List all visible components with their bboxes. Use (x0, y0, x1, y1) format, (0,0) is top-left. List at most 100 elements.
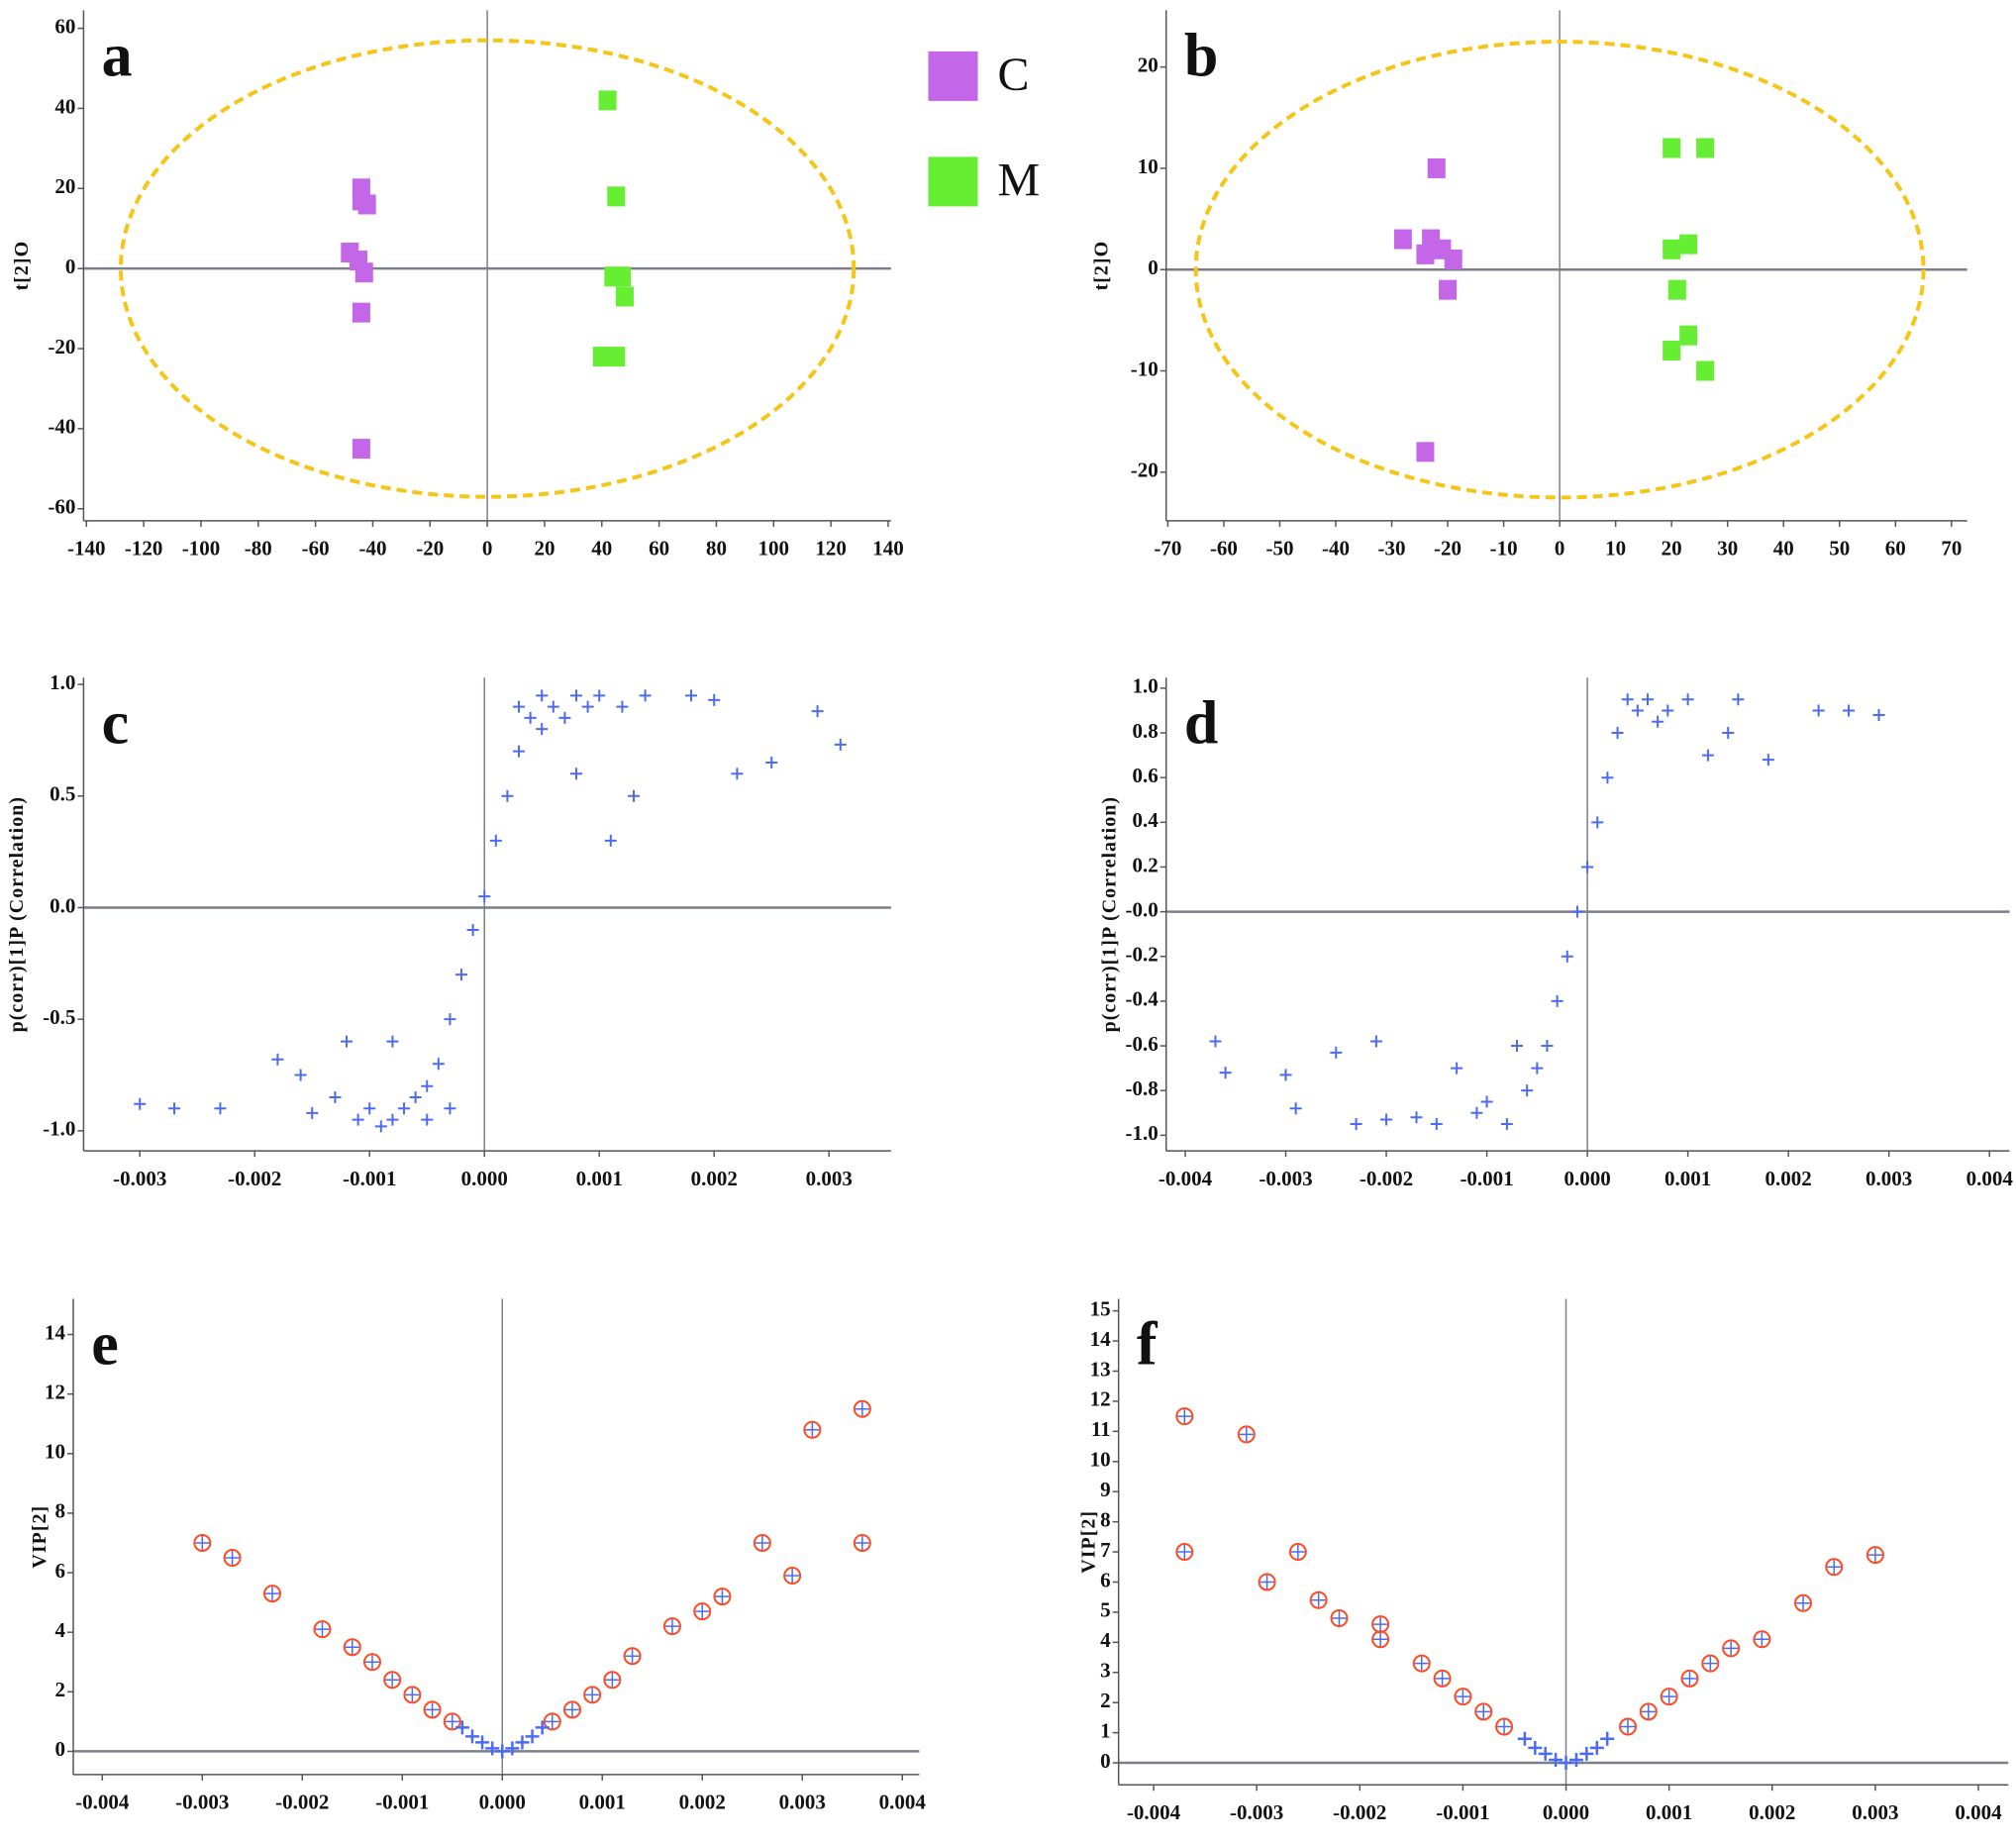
point-cross (664, 1619, 679, 1634)
point (1561, 950, 1573, 963)
point (713, 1588, 732, 1606)
y-tick-label: -0.4 (1125, 987, 1159, 1011)
y-tick-label: 0.4 (1132, 808, 1159, 832)
x-tick-label: -0.001 (1460, 1167, 1513, 1190)
point (558, 711, 571, 724)
point (1589, 1740, 1604, 1755)
point (505, 1741, 520, 1756)
x-tick-label: 0.003 (806, 1167, 853, 1190)
point (1410, 1111, 1423, 1124)
y-tick-label: 8 (55, 1499, 66, 1523)
point (1865, 1546, 1884, 1565)
panel-letter: c (102, 689, 130, 757)
point (1219, 1067, 1232, 1079)
point (1601, 771, 1614, 784)
point (421, 1113, 434, 1126)
y-tick-label: -1.0 (1125, 1121, 1158, 1145)
x-tick-label: 0.003 (1852, 1800, 1898, 1824)
point (1722, 727, 1735, 740)
y-tick-label: -0.6 (1125, 1032, 1158, 1056)
confidence-ellipse (1193, 40, 1926, 500)
point (193, 1533, 212, 1552)
point (1430, 1118, 1443, 1131)
point (1663, 239, 1681, 259)
y-tick-label: 4 (1100, 1628, 1111, 1652)
y-tick-label: 1 (1100, 1718, 1111, 1742)
point (386, 1113, 399, 1126)
point-cross (1311, 1592, 1326, 1607)
point (1511, 1040, 1524, 1053)
point (1416, 244, 1435, 264)
x-tick-label: -0.003 (175, 1791, 229, 1814)
point (352, 1113, 364, 1126)
point (1663, 138, 1681, 158)
point (1416, 442, 1435, 462)
y-tick-label: 0 (1100, 1749, 1111, 1773)
point (1369, 1035, 1382, 1048)
y-tick-label: -10 (1131, 357, 1159, 380)
point (708, 693, 721, 706)
y-tick-label: -0.5 (43, 1005, 75, 1029)
panel: -0.003 -0.002 -0.001 0.000 0.001 0.002 0.003 -1… (6, 670, 891, 1190)
point-cross (1827, 1560, 1842, 1575)
point-cross (385, 1673, 400, 1688)
point (1680, 1669, 1699, 1688)
point (693, 1602, 712, 1621)
point (685, 689, 698, 702)
point (834, 738, 847, 751)
point-cross (225, 1551, 240, 1566)
point (485, 1741, 500, 1756)
point-cross (1703, 1656, 1718, 1671)
point (134, 1097, 147, 1110)
x-tick-label: -140 (67, 537, 106, 561)
point (383, 1671, 402, 1690)
y-tick-label: 14 (1090, 1327, 1112, 1351)
y-tick-label: 12 (1090, 1387, 1111, 1411)
point (536, 689, 549, 702)
x-tick-label: 140 (872, 537, 904, 561)
x-tick-label: 100 (758, 537, 790, 561)
point-cross (755, 1535, 769, 1550)
point (1762, 754, 1774, 767)
point-cross (1476, 1704, 1491, 1719)
point-cross (1332, 1611, 1347, 1625)
point (444, 1013, 456, 1026)
point (214, 1102, 227, 1115)
point (1662, 704, 1674, 717)
point-cross (564, 1702, 579, 1717)
panel: -0.004 -0.003 -0.002 -0.001 0.000 0.001 0.002 0… (29, 1298, 926, 1814)
point (1444, 249, 1462, 269)
legend-swatch (928, 51, 978, 101)
point (495, 1744, 510, 1759)
point (432, 1058, 445, 1071)
y-axis-label: VIP[2] (1078, 1510, 1100, 1574)
panel: -0.004 -0.003 -0.002 -0.001 0.000 0.001 0.002 0… (1098, 674, 2013, 1190)
x-tick-label: -20 (1434, 537, 1462, 561)
point-cross (264, 1587, 279, 1601)
y-axis-label: p(corr)[1]P (Correlation) (6, 796, 28, 1032)
y-tick-label: -60 (48, 495, 75, 519)
point (803, 1420, 822, 1439)
x-tick-label: 0.001 (579, 1791, 626, 1814)
point-cross (195, 1535, 210, 1550)
point (1619, 1717, 1638, 1736)
y-tick-label: 0 (1148, 256, 1159, 279)
point (294, 1069, 307, 1081)
point-cross (805, 1422, 820, 1437)
point (731, 768, 744, 780)
point-cross (625, 1649, 640, 1664)
point (1531, 1062, 1544, 1075)
y-tick-label: 0.5 (50, 782, 75, 806)
point (524, 711, 537, 724)
y-tick-label: 6 (1100, 1568, 1111, 1591)
y-tick-label: -0.0 (1125, 897, 1158, 921)
y-tick-label: 11 (1091, 1417, 1111, 1441)
x-tick-label: -40 (1322, 537, 1350, 561)
point (223, 1549, 242, 1568)
x-tick-label: 30 (1717, 537, 1738, 561)
y-tick-label: 20 (1138, 52, 1159, 76)
point (1696, 138, 1715, 158)
point (1470, 1106, 1483, 1119)
point (1288, 1543, 1307, 1562)
point (475, 1735, 490, 1750)
